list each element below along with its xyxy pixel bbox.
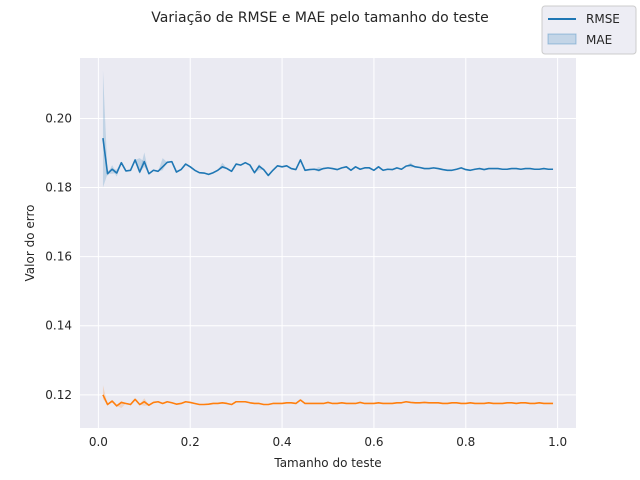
legend-mae-label: MAE: [586, 33, 612, 47]
rmse-line: [102, 138, 554, 177]
x-tick-label: 0.0: [89, 435, 108, 449]
y-axis-label: Valor do erro: [23, 205, 37, 282]
grid-lines: [80, 58, 576, 428]
x-tick-label: 0.6: [364, 435, 383, 449]
mae-line: [102, 394, 554, 407]
chart-title: Variação de RMSE e MAE pelo tamanho do t…: [151, 10, 488, 26]
rmse-band: [102, 70, 108, 188]
x-tick-label: 0.8: [456, 435, 475, 449]
y-tick-label: 0.14: [45, 319, 72, 333]
plot-area: [80, 58, 576, 428]
legend-rmse-label: RMSE: [586, 12, 620, 26]
x-axis-ticks: 0.0 0.2 0.4 0.6 0.8 1.0: [89, 435, 567, 449]
legend-mae-swatch: [547, 33, 577, 45]
x-axis-label: Tamanho do teste: [273, 456, 381, 470]
y-tick-label: 0.18: [45, 181, 72, 195]
rmse-band: [314, 166, 324, 173]
y-tick-label: 0.20: [45, 111, 72, 125]
mae-band: [102, 385, 108, 405]
x-tick-label: 1.0: [548, 435, 567, 449]
y-tick-label: 0.12: [45, 388, 72, 402]
x-tick-label: 0.2: [181, 435, 200, 449]
x-tick-label: 0.4: [273, 435, 292, 449]
legend: RMSE MAE: [541, 5, 637, 55]
y-axis-ticks: 0.12 0.14 0.16 0.18 0.20: [45, 111, 72, 401]
rmse-band: [135, 158, 145, 175]
series-lines: [102, 138, 554, 407]
y-tick-label: 0.16: [45, 250, 72, 264]
